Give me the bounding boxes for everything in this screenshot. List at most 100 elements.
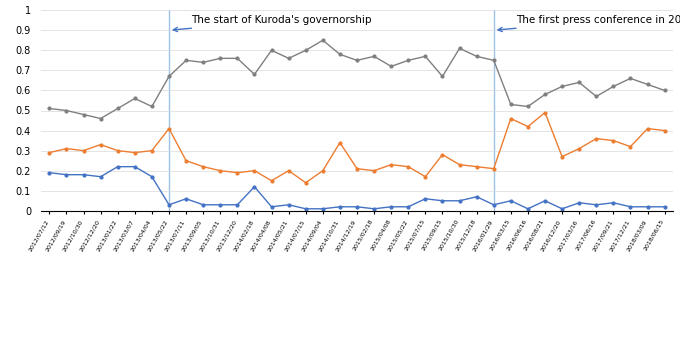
topic 1: discretion: (36, 0.02): discretion: (36, 0.02) bbox=[660, 205, 668, 209]
topic 3: policy goal: (13, 0.8): policy goal: (13, 0.8) bbox=[267, 48, 275, 52]
topic 1: discretion: (16, 0.01): discretion: (16, 0.01) bbox=[319, 207, 327, 211]
topic 2: policy instruments: (22, 0.17): policy instruments: (22, 0.17) bbox=[422, 175, 430, 179]
topic 3: policy goal: (3, 0.46): policy goal: (3, 0.46) bbox=[97, 117, 105, 121]
topic 1: discretion: (2, 0.18): discretion: (2, 0.18) bbox=[80, 173, 88, 177]
Text: The start of Kuroda's governorship: The start of Kuroda's governorship bbox=[173, 15, 372, 32]
topic 3: policy goal: (26, 0.75): policy goal: (26, 0.75) bbox=[490, 58, 498, 63]
topic 2: policy instruments: (16, 0.2): policy instruments: (16, 0.2) bbox=[319, 169, 327, 173]
topic 1: discretion: (24, 0.05): discretion: (24, 0.05) bbox=[456, 199, 464, 203]
topic 2: policy instruments: (15, 0.14): policy instruments: (15, 0.14) bbox=[302, 181, 310, 185]
topic 2: policy instruments: (32, 0.36): policy instruments: (32, 0.36) bbox=[592, 137, 600, 141]
topic 1: discretion: (33, 0.04): discretion: (33, 0.04) bbox=[609, 201, 617, 205]
topic 2: policy instruments: (21, 0.22): policy instruments: (21, 0.22) bbox=[404, 165, 412, 169]
topic 1: discretion: (20, 0.02): discretion: (20, 0.02) bbox=[387, 205, 395, 209]
topic 1: discretion: (13, 0.02): discretion: (13, 0.02) bbox=[267, 205, 275, 209]
topic 3: policy goal: (6, 0.52): policy goal: (6, 0.52) bbox=[148, 104, 156, 108]
Line: topic 3: policy goal: topic 3: policy goal bbox=[48, 39, 666, 120]
topic 2: policy instruments: (0, 0.29): policy instruments: (0, 0.29) bbox=[46, 151, 54, 155]
topic 1: discretion: (18, 0.02): discretion: (18, 0.02) bbox=[353, 205, 361, 209]
topic 2: policy instruments: (12, 0.2): policy instruments: (12, 0.2) bbox=[250, 169, 258, 173]
topic 3: policy goal: (31, 0.64): policy goal: (31, 0.64) bbox=[575, 80, 583, 84]
topic 3: policy goal: (16, 0.85): policy goal: (16, 0.85) bbox=[319, 38, 327, 42]
topic 3: policy goal: (19, 0.77): policy goal: (19, 0.77) bbox=[370, 54, 378, 58]
topic 2: policy instruments: (17, 0.34): policy instruments: (17, 0.34) bbox=[336, 140, 344, 144]
topic 2: policy instruments: (1, 0.31): policy instruments: (1, 0.31) bbox=[63, 147, 71, 151]
topic 3: policy goal: (17, 0.78): policy goal: (17, 0.78) bbox=[336, 52, 344, 56]
topic 3: policy goal: (27, 0.53): policy goal: (27, 0.53) bbox=[507, 102, 515, 106]
topic 3: policy goal: (29, 0.58): policy goal: (29, 0.58) bbox=[541, 92, 549, 97]
topic 1: discretion: (0, 0.19): discretion: (0, 0.19) bbox=[46, 171, 54, 175]
topic 2: policy instruments: (35, 0.41): policy instruments: (35, 0.41) bbox=[643, 126, 651, 131]
topic 1: discretion: (31, 0.04): discretion: (31, 0.04) bbox=[575, 201, 583, 205]
topic 2: policy instruments: (9, 0.22): policy instruments: (9, 0.22) bbox=[199, 165, 207, 169]
topic 3: policy goal: (34, 0.66): policy goal: (34, 0.66) bbox=[626, 76, 634, 81]
topic 2: policy instruments: (33, 0.35): policy instruments: (33, 0.35) bbox=[609, 139, 617, 143]
topic 2: policy instruments: (31, 0.31): policy instruments: (31, 0.31) bbox=[575, 147, 583, 151]
topic 2: policy instruments: (5, 0.29): policy instruments: (5, 0.29) bbox=[131, 151, 139, 155]
topic 3: policy goal: (24, 0.81): policy goal: (24, 0.81) bbox=[456, 46, 464, 50]
topic 1: discretion: (10, 0.03): discretion: (10, 0.03) bbox=[216, 203, 224, 207]
Line: topic 2: policy instruments: topic 2: policy instruments bbox=[48, 111, 666, 184]
topic 1: discretion: (27, 0.05): discretion: (27, 0.05) bbox=[507, 199, 515, 203]
topic 2: policy instruments: (25, 0.22): policy instruments: (25, 0.22) bbox=[473, 165, 481, 169]
topic 1: discretion: (7, 0.03): discretion: (7, 0.03) bbox=[165, 203, 173, 207]
topic 2: policy instruments: (13, 0.15): policy instruments: (13, 0.15) bbox=[267, 179, 275, 183]
topic 3: policy goal: (7, 0.67): policy goal: (7, 0.67) bbox=[165, 74, 173, 79]
topic 2: policy instruments: (14, 0.2): policy instruments: (14, 0.2) bbox=[284, 169, 292, 173]
topic 1: discretion: (26, 0.03): discretion: (26, 0.03) bbox=[490, 203, 498, 207]
topic 2: policy instruments: (3, 0.33): policy instruments: (3, 0.33) bbox=[97, 142, 105, 147]
topic 3: policy goal: (0, 0.51): policy goal: (0, 0.51) bbox=[46, 106, 54, 110]
topic 3: policy goal: (28, 0.52): policy goal: (28, 0.52) bbox=[524, 104, 532, 108]
topic 1: discretion: (14, 0.03): discretion: (14, 0.03) bbox=[284, 203, 292, 207]
topic 3: policy goal: (36, 0.6): policy goal: (36, 0.6) bbox=[660, 88, 668, 92]
Line: topic 1: discretion: topic 1: discretion bbox=[48, 165, 666, 210]
topic 1: discretion: (15, 0.01): discretion: (15, 0.01) bbox=[302, 207, 310, 211]
topic 1: discretion: (3, 0.17): discretion: (3, 0.17) bbox=[97, 175, 105, 179]
topic 2: policy instruments: (20, 0.23): policy instruments: (20, 0.23) bbox=[387, 163, 395, 167]
topic 1: discretion: (32, 0.03): discretion: (32, 0.03) bbox=[592, 203, 600, 207]
topic 1: discretion: (23, 0.05): discretion: (23, 0.05) bbox=[439, 199, 447, 203]
topic 3: policy goal: (32, 0.57): policy goal: (32, 0.57) bbox=[592, 95, 600, 99]
topic 1: discretion: (35, 0.02): discretion: (35, 0.02) bbox=[643, 205, 651, 209]
topic 2: policy instruments: (4, 0.3): policy instruments: (4, 0.3) bbox=[114, 149, 122, 153]
topic 3: policy goal: (15, 0.8): policy goal: (15, 0.8) bbox=[302, 48, 310, 52]
topic 2: policy instruments: (7, 0.41): policy instruments: (7, 0.41) bbox=[165, 126, 173, 131]
topic 1: discretion: (19, 0.01): discretion: (19, 0.01) bbox=[370, 207, 378, 211]
topic 2: policy instruments: (23, 0.28): policy instruments: (23, 0.28) bbox=[439, 153, 447, 157]
topic 2: policy instruments: (36, 0.4): policy instruments: (36, 0.4) bbox=[660, 129, 668, 133]
topic 1: discretion: (1, 0.18): discretion: (1, 0.18) bbox=[63, 173, 71, 177]
topic 3: policy goal: (33, 0.62): policy goal: (33, 0.62) bbox=[609, 84, 617, 88]
topic 2: policy instruments: (34, 0.32): policy instruments: (34, 0.32) bbox=[626, 144, 634, 149]
topic 2: policy instruments: (27, 0.46): policy instruments: (27, 0.46) bbox=[507, 117, 515, 121]
topic 1: discretion: (6, 0.17): discretion: (6, 0.17) bbox=[148, 175, 156, 179]
topic 1: discretion: (8, 0.06): discretion: (8, 0.06) bbox=[182, 197, 190, 201]
topic 3: policy goal: (20, 0.72): policy goal: (20, 0.72) bbox=[387, 64, 395, 68]
topic 1: discretion: (25, 0.07): discretion: (25, 0.07) bbox=[473, 195, 481, 199]
topic 2: policy instruments: (30, 0.27): policy instruments: (30, 0.27) bbox=[558, 155, 566, 159]
topic 2: policy instruments: (6, 0.3): policy instruments: (6, 0.3) bbox=[148, 149, 156, 153]
topic 3: policy goal: (22, 0.77): policy goal: (22, 0.77) bbox=[422, 54, 430, 58]
topic 3: policy goal: (14, 0.76): policy goal: (14, 0.76) bbox=[284, 56, 292, 61]
topic 1: discretion: (12, 0.12): discretion: (12, 0.12) bbox=[250, 185, 258, 189]
topic 3: policy goal: (11, 0.76): policy goal: (11, 0.76) bbox=[233, 56, 241, 61]
topic 3: policy goal: (10, 0.76): policy goal: (10, 0.76) bbox=[216, 56, 224, 61]
topic 2: policy instruments: (24, 0.23): policy instruments: (24, 0.23) bbox=[456, 163, 464, 167]
topic 3: policy goal: (1, 0.5): policy goal: (1, 0.5) bbox=[63, 108, 71, 113]
topic 3: policy goal: (5, 0.56): policy goal: (5, 0.56) bbox=[131, 97, 139, 101]
topic 1: discretion: (17, 0.02): discretion: (17, 0.02) bbox=[336, 205, 344, 209]
topic 3: policy goal: (35, 0.63): policy goal: (35, 0.63) bbox=[643, 82, 651, 86]
topic 2: policy instruments: (26, 0.21): policy instruments: (26, 0.21) bbox=[490, 167, 498, 171]
topic 2: policy instruments: (11, 0.19): policy instruments: (11, 0.19) bbox=[233, 171, 241, 175]
topic 1: discretion: (9, 0.03): discretion: (9, 0.03) bbox=[199, 203, 207, 207]
topic 3: policy goal: (21, 0.75): policy goal: (21, 0.75) bbox=[404, 58, 412, 63]
topic 1: discretion: (21, 0.02): discretion: (21, 0.02) bbox=[404, 205, 412, 209]
topic 3: policy goal: (8, 0.75): policy goal: (8, 0.75) bbox=[182, 58, 190, 63]
topic 1: discretion: (29, 0.05): discretion: (29, 0.05) bbox=[541, 199, 549, 203]
topic 2: policy instruments: (19, 0.2): policy instruments: (19, 0.2) bbox=[370, 169, 378, 173]
topic 1: discretion: (22, 0.06): discretion: (22, 0.06) bbox=[422, 197, 430, 201]
topic 3: policy goal: (18, 0.75): policy goal: (18, 0.75) bbox=[353, 58, 361, 63]
topic 2: policy instruments: (28, 0.42): policy instruments: (28, 0.42) bbox=[524, 124, 532, 129]
topic 1: discretion: (11, 0.03): discretion: (11, 0.03) bbox=[233, 203, 241, 207]
topic 3: policy goal: (4, 0.51): policy goal: (4, 0.51) bbox=[114, 106, 122, 110]
topic 3: policy goal: (2, 0.48): policy goal: (2, 0.48) bbox=[80, 113, 88, 117]
